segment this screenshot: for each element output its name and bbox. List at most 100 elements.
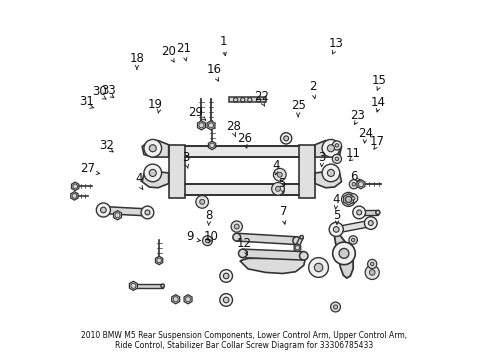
Text: 19: 19 [148, 98, 163, 111]
Circle shape [195, 195, 208, 208]
Circle shape [327, 145, 334, 152]
Circle shape [283, 136, 288, 141]
Circle shape [280, 133, 291, 144]
Text: 18: 18 [129, 52, 144, 65]
Circle shape [98, 207, 105, 213]
Text: 24: 24 [357, 127, 372, 140]
Circle shape [368, 220, 375, 226]
Text: 26: 26 [237, 132, 251, 145]
Circle shape [234, 224, 239, 229]
Circle shape [333, 305, 337, 309]
Text: 5: 5 [332, 209, 340, 222]
Polygon shape [356, 180, 364, 189]
Text: 33: 33 [101, 84, 116, 96]
Text: 13: 13 [328, 37, 343, 50]
Polygon shape [168, 147, 314, 157]
Text: 3: 3 [182, 150, 189, 163]
Polygon shape [71, 182, 79, 190]
Circle shape [334, 157, 338, 161]
Text: 4: 4 [332, 193, 339, 206]
Text: 12: 12 [236, 237, 251, 250]
Circle shape [275, 186, 280, 191]
Polygon shape [206, 121, 215, 130]
Circle shape [348, 236, 357, 244]
Polygon shape [113, 211, 121, 220]
Circle shape [351, 238, 354, 242]
Circle shape [141, 206, 154, 219]
Circle shape [330, 302, 340, 312]
Circle shape [367, 259, 376, 269]
Text: 32: 32 [99, 139, 113, 152]
Circle shape [143, 164, 161, 182]
Polygon shape [334, 220, 372, 233]
Text: 7: 7 [279, 205, 286, 218]
Polygon shape [299, 145, 314, 198]
Circle shape [149, 170, 156, 176]
Polygon shape [133, 284, 163, 288]
Circle shape [332, 154, 341, 163]
Text: 4: 4 [272, 159, 280, 172]
Text: 31: 31 [79, 95, 94, 108]
Circle shape [223, 297, 228, 303]
Circle shape [223, 273, 228, 279]
Circle shape [232, 233, 240, 241]
Text: 25: 25 [290, 99, 305, 112]
Circle shape [338, 248, 348, 258]
Circle shape [219, 270, 232, 282]
Polygon shape [242, 249, 304, 260]
Circle shape [161, 284, 164, 288]
Text: 6: 6 [349, 170, 357, 183]
Text: 27: 27 [80, 162, 95, 175]
Polygon shape [172, 184, 311, 195]
Text: 29: 29 [188, 107, 203, 120]
Circle shape [351, 183, 355, 186]
Text: 23: 23 [349, 109, 364, 122]
Circle shape [149, 145, 156, 152]
Circle shape [348, 194, 357, 203]
Circle shape [332, 227, 338, 233]
Circle shape [355, 210, 359, 215]
Polygon shape [142, 140, 168, 157]
Polygon shape [71, 192, 78, 200]
Circle shape [219, 294, 232, 306]
Circle shape [96, 203, 110, 217]
Text: 11: 11 [345, 147, 360, 160]
Polygon shape [314, 171, 341, 188]
Polygon shape [240, 252, 305, 274]
Circle shape [145, 210, 150, 215]
Circle shape [352, 206, 365, 219]
Text: 17: 17 [368, 135, 384, 148]
Polygon shape [343, 194, 353, 205]
Text: 28: 28 [225, 120, 240, 133]
Circle shape [365, 265, 379, 279]
Circle shape [199, 199, 204, 204]
Circle shape [273, 168, 285, 181]
Polygon shape [183, 294, 192, 304]
Polygon shape [171, 294, 179, 304]
Circle shape [314, 263, 322, 272]
Circle shape [367, 221, 372, 225]
Text: 16: 16 [206, 63, 222, 76]
Circle shape [271, 183, 284, 195]
Text: 30: 30 [92, 85, 106, 98]
Circle shape [368, 270, 374, 275]
Circle shape [332, 141, 341, 150]
Text: 21: 21 [176, 42, 191, 55]
Text: 9: 9 [186, 230, 193, 243]
Polygon shape [197, 121, 205, 130]
Circle shape [299, 235, 303, 239]
Circle shape [131, 284, 135, 288]
Polygon shape [357, 210, 377, 215]
Text: 8: 8 [205, 209, 212, 222]
Circle shape [322, 139, 339, 157]
Text: 22: 22 [253, 90, 268, 103]
Circle shape [143, 139, 161, 157]
Circle shape [205, 239, 209, 243]
Polygon shape [334, 229, 352, 278]
Circle shape [348, 180, 358, 189]
Polygon shape [142, 171, 168, 188]
Circle shape [202, 236, 212, 246]
Text: 3: 3 [318, 150, 325, 163]
Circle shape [277, 172, 282, 177]
Circle shape [101, 207, 106, 213]
